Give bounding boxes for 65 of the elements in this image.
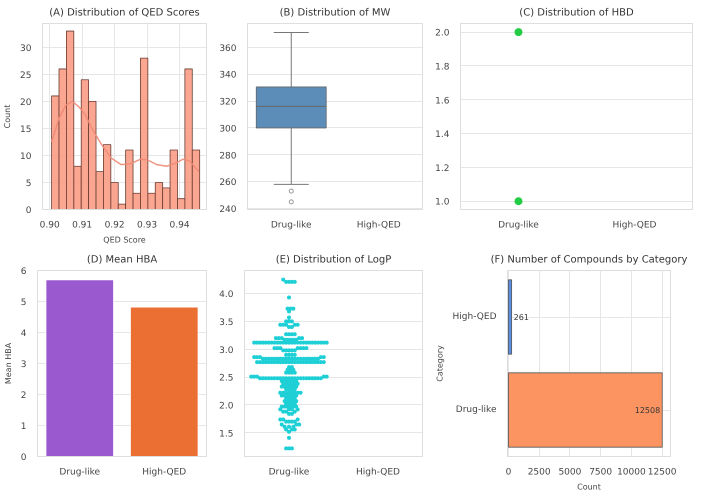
y-tick-label: 3.5 bbox=[219, 318, 234, 328]
y-tick-label: 260 bbox=[219, 178, 237, 188]
y-tick-label: 5 bbox=[20, 298, 27, 308]
y-tick-label: 30 bbox=[20, 44, 32, 54]
y-tick-label: 4 bbox=[20, 329, 27, 339]
x-tick-label: Drug-like bbox=[498, 220, 540, 230]
x-tick-label: Drug-like bbox=[59, 468, 101, 478]
chart-title: (F) Number of Compounds by Category bbox=[490, 254, 688, 266]
y-tick-label: 240 bbox=[219, 205, 237, 216]
y-tick-label: 3 bbox=[20, 360, 27, 370]
data-label: 261 bbox=[514, 313, 529, 322]
y-tick-label: 20 bbox=[20, 98, 32, 108]
y-tick-label: 15 bbox=[20, 124, 32, 135]
y-tick-label: 2 bbox=[20, 391, 27, 401]
chart-title: (E) Distribution of LogP bbox=[276, 254, 392, 266]
y-axis-title: Category bbox=[436, 344, 445, 382]
x-tick-label: Drug-like bbox=[270, 220, 312, 230]
y-tick-label: 25 bbox=[20, 70, 32, 81]
x-tick-label: High-QED bbox=[356, 220, 401, 230]
x-tick-label: Drug-like bbox=[268, 468, 310, 478]
chart-title: (C) Distribution of HBD bbox=[519, 8, 634, 18]
chart-title: (A) Distribution of QED Scores bbox=[49, 8, 200, 18]
y-tick-label: 1.0 bbox=[435, 198, 450, 208]
x-tick-label: 0.90 bbox=[40, 220, 60, 230]
x-tick-label: 10000 bbox=[617, 468, 646, 478]
y-tick-label: 5 bbox=[26, 178, 32, 189]
y-tick-label: 1.2 bbox=[435, 164, 450, 174]
y-tick-label: 0 bbox=[20, 453, 27, 463]
x-tick-label: 0 bbox=[506, 468, 512, 478]
x-tick-label: High-QED bbox=[612, 220, 657, 230]
y-tick-label: 1.5 bbox=[219, 429, 234, 440]
x-tick-label: High-QED bbox=[356, 468, 400, 478]
y-tick-label: 1.8 bbox=[435, 62, 450, 72]
y-tick-label: 1 bbox=[20, 422, 27, 432]
y-tick-label: 340 bbox=[219, 70, 237, 81]
y-tick-label: 280 bbox=[219, 151, 237, 162]
data-label: 12508 bbox=[634, 406, 660, 415]
y-axis-title: Mean HBA bbox=[4, 342, 13, 384]
x-tick-label: 12500 bbox=[648, 468, 677, 478]
y-tick-label: 1.4 bbox=[435, 130, 450, 140]
x-axis-title: Count bbox=[577, 482, 601, 492]
y-tick-label: 1.6 bbox=[435, 96, 450, 106]
y-axis-title: Count bbox=[3, 104, 12, 128]
y-tick-label: 4.0 bbox=[219, 290, 234, 300]
y-tick-label: 300 bbox=[219, 124, 237, 134]
y-tick-label: 10 bbox=[20, 152, 32, 162]
chart-title: (D) Mean HBA bbox=[86, 254, 158, 266]
x-tick-label: 0.92 bbox=[104, 220, 125, 230]
x-tick-label: 7500 bbox=[589, 468, 612, 478]
x-axis-title: QED Score bbox=[103, 236, 146, 244]
y-tick-label: 2.0 bbox=[435, 28, 450, 39]
x-tick-label: 5000 bbox=[558, 468, 582, 478]
x-tick-label: 0.94 bbox=[170, 220, 190, 230]
x-tick-label: 0.91 bbox=[72, 220, 92, 230]
x-tick-label: 2500 bbox=[528, 468, 551, 478]
y-tick-label: 320 bbox=[219, 98, 237, 108]
x-tick-label: High-QED bbox=[142, 468, 186, 478]
y-tick-label: 360 bbox=[219, 44, 237, 54]
y-tick-label: 2.0 bbox=[219, 401, 234, 412]
y-tick-label: 0 bbox=[26, 206, 32, 216]
y-tick-label: 2.5 bbox=[219, 374, 234, 384]
chart-title: (B) Distribution of MW bbox=[280, 8, 390, 18]
y-tick-label: 6 bbox=[20, 267, 27, 277]
y-tick-label: 3.0 bbox=[219, 346, 234, 356]
x-tick-label: 0.93 bbox=[137, 220, 158, 230]
